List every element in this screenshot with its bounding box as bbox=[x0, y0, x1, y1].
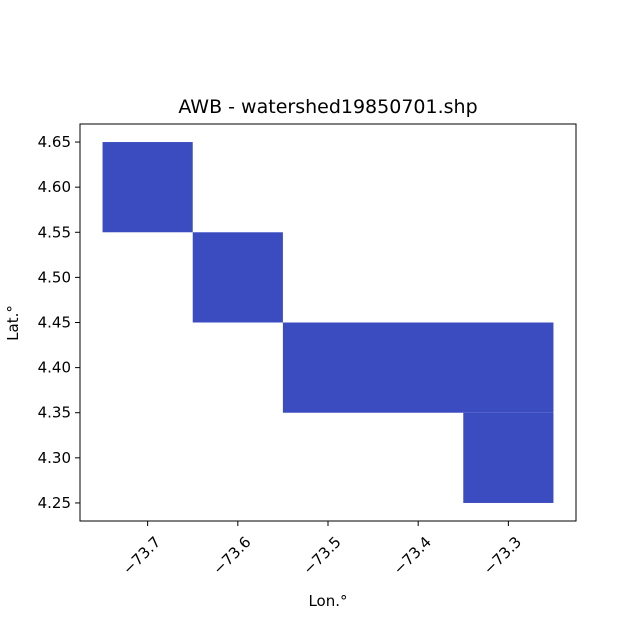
y-axis-label: Lat.° bbox=[4, 305, 22, 341]
x-axis-label: Lon.° bbox=[308, 592, 347, 610]
y-tick-label-5: 4.45 bbox=[38, 314, 71, 332]
watershed-cell-2 bbox=[192, 232, 283, 323]
y-axis: 4.25 4.30 4.35 4.40 4.45 4.50 4.55 4.60 4.65 bbox=[38, 133, 80, 512]
watershed-cell-1 bbox=[102, 142, 193, 233]
y-tick-label-9: 4.65 bbox=[38, 133, 71, 151]
watershed-cells bbox=[102, 142, 554, 503]
plot-area bbox=[79, 123, 577, 522]
y-tick-label-2: 4.30 bbox=[38, 449, 71, 467]
y-tick-label-6: 4.50 bbox=[38, 268, 71, 286]
chart-title: AWB - watershed19850701.shp bbox=[178, 96, 477, 118]
y-tick-label-8: 4.60 bbox=[38, 178, 71, 196]
watershed-cell-3 bbox=[282, 322, 554, 413]
x-tick-label-4: −73.4 bbox=[390, 533, 435, 578]
x-tick-label-2: −73.6 bbox=[209, 533, 254, 578]
x-tick-label-3: −73.5 bbox=[300, 533, 345, 578]
y-tick-label-3: 4.35 bbox=[38, 404, 71, 422]
y-tick-label-7: 4.55 bbox=[38, 223, 71, 241]
watershed-cell-4 bbox=[463, 412, 554, 503]
x-tick-label-1: −73.7 bbox=[119, 533, 164, 578]
x-tick-label-5: −73.3 bbox=[480, 533, 525, 578]
y-tick-label-1: 4.25 bbox=[38, 494, 71, 512]
y-tick-label-4: 4.40 bbox=[38, 359, 71, 377]
x-axis: −73.7 −73.6 −73.5 −73.4 −73.3 bbox=[119, 521, 525, 578]
